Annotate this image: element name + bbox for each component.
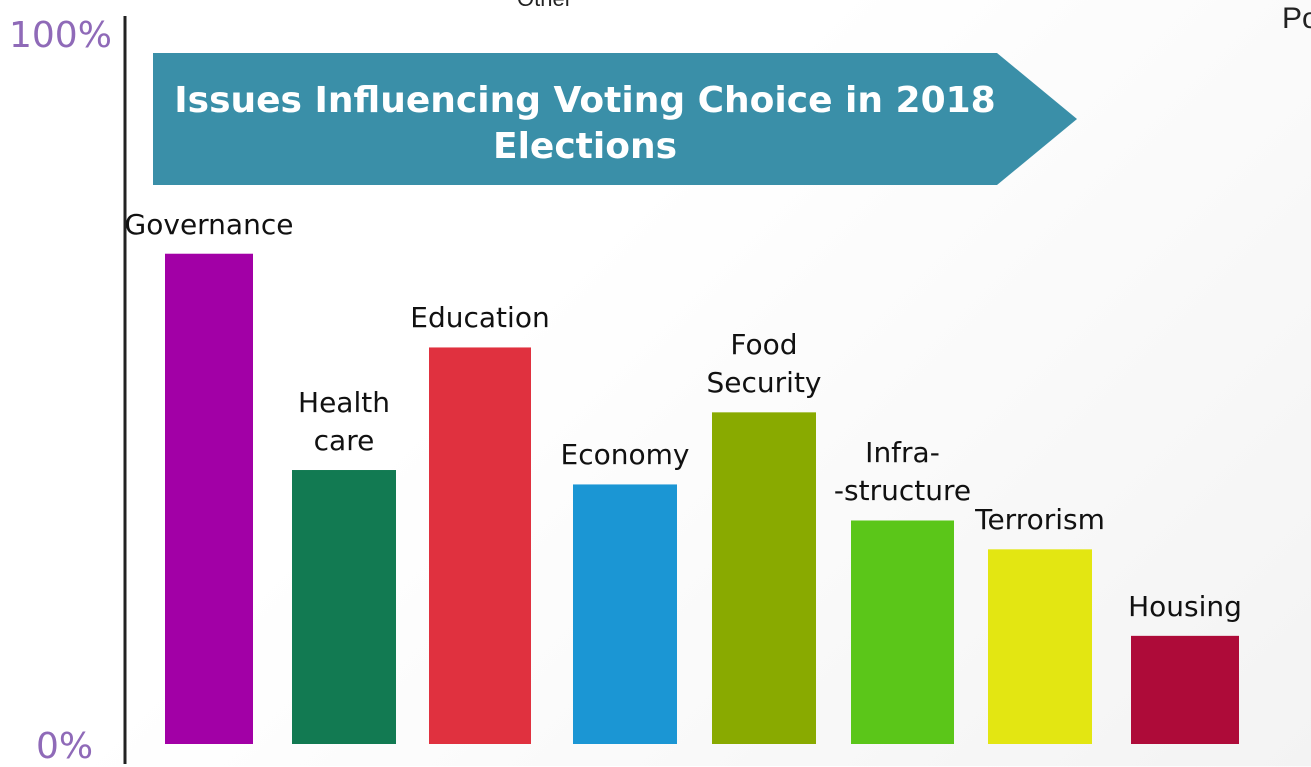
bar-label: Education — [410, 301, 550, 335]
bar-infra-structure — [851, 520, 954, 744]
clipped-right-label: Po — [1282, 2, 1311, 35]
bar-economy — [573, 484, 677, 744]
bar-label: Governance — [124, 207, 294, 241]
bar-label: Infra- -structure — [833, 436, 972, 508]
title-banner-arrow — [153, 53, 1077, 185]
bar-education — [429, 347, 531, 744]
bar-health-care — [292, 470, 396, 744]
bar-housing — [1131, 635, 1239, 744]
chart-title: Issues Influencing Voting Choice in 2018… — [174, 80, 996, 167]
y-tick-label-max: 100% — [9, 15, 112, 56]
bar-label: Housing — [1128, 589, 1242, 623]
bar-terrorism — [988, 549, 1092, 744]
bar-label: Terrorism — [975, 503, 1105, 537]
bar-food-security — [712, 412, 816, 744]
bar-governance — [165, 253, 253, 744]
bar-label: Food Security — [706, 328, 822, 400]
clipped-top-label: Other — [517, 0, 572, 10]
y-tick-label-min: 0% — [36, 726, 94, 767]
bar-label: Health care — [298, 386, 390, 458]
bar-label: Economy — [560, 438, 690, 472]
